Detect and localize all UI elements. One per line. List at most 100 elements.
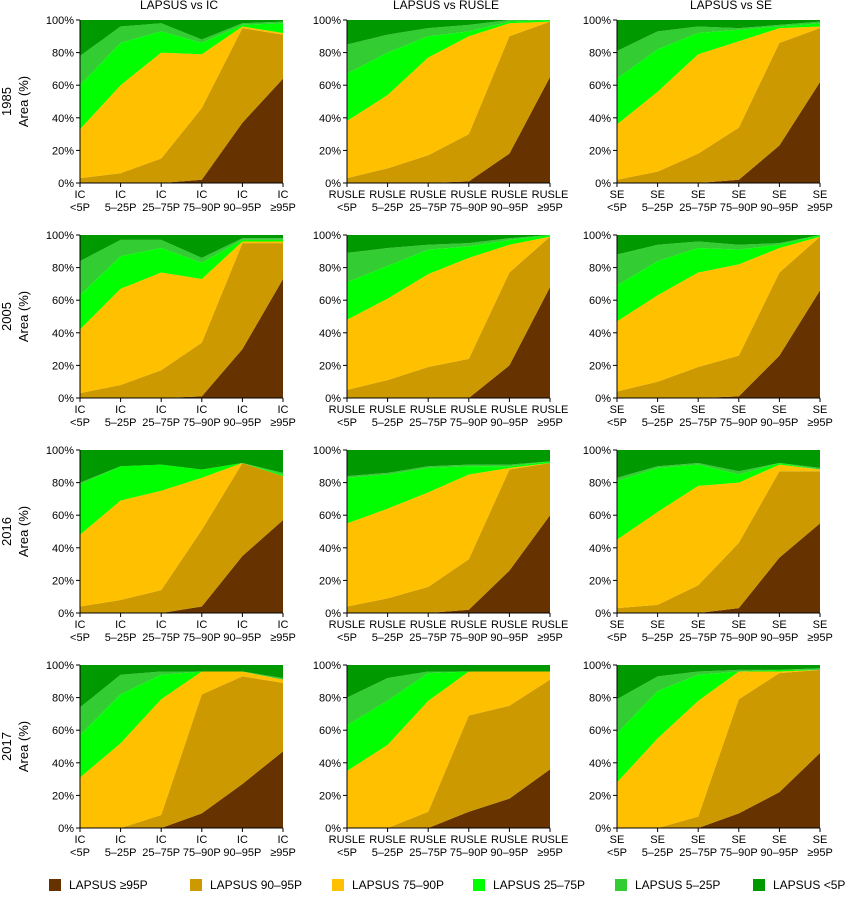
row-year-label: 2017 [0, 732, 14, 761]
x-tick-label-range: 5–25P [372, 847, 404, 859]
x-tick-label-prefix: SE [731, 189, 746, 201]
x-tick-label-prefix: IC [196, 834, 207, 846]
area-series-2 [347, 671, 550, 828]
x-tick-label-prefix: SE [610, 189, 625, 201]
x-tick-label-prefix: RUSLE [450, 619, 487, 631]
panel-2017-ic: 0%20%40%60%80%100%IC<5PIC5–25PIC25–75PIC… [0, 660, 296, 859]
legend-item-75-90: LAPSUS 75–90P [332, 876, 444, 894]
legend-swatch-lt5 [753, 879, 765, 891]
y-tick-label: 100% [46, 660, 74, 672]
legend-item-ge95: LAPSUS ≥95P [49, 876, 148, 894]
x-tick-label-range: 75–90P [450, 417, 488, 429]
area-series-5 [80, 665, 283, 708]
x-tick-label-range: 90–95P [760, 202, 798, 214]
y-tick-label: 100% [46, 445, 74, 457]
x-tick-label-range: 90–95P [490, 202, 528, 214]
area-series-4 [617, 21, 820, 79]
x-tick-label-range: 25–75P [142, 417, 180, 429]
panel-2005-se: 0%20%40%60%80%100%SE<5PSE5–25PSE25–75PSE… [583, 230, 833, 429]
x-tick-label-range: ≥95P [807, 417, 833, 429]
area-series-2 [617, 236, 820, 392]
y-tick-label: 20% [52, 790, 74, 802]
x-tick-label-prefix: SE [650, 404, 665, 416]
x-tick-label-range: 5–25P [642, 847, 674, 859]
x-tick-label-range: 25–75P [142, 632, 180, 644]
y-tick-label: 40% [589, 113, 611, 125]
y-tick-label: 100% [313, 230, 341, 242]
area-series-2 [347, 21, 550, 179]
area-series-2 [617, 26, 820, 180]
x-tick-label-prefix: SE [813, 404, 828, 416]
column-titles: LAPSUS vs IC LAPSUS vs RUSLE LAPSUS vs S… [140, 0, 772, 12]
x-tick-label-prefix: RUSLE [491, 834, 528, 846]
area-series-2 [80, 463, 283, 607]
x-tick-label-prefix: RUSLE [410, 404, 447, 416]
x-tick-label-prefix: RUSLE [369, 404, 406, 416]
y-tick-label: 0% [325, 393, 341, 405]
area-series-4 [347, 235, 550, 283]
x-tick-label-range: ≥95P [807, 847, 833, 859]
x-tick-label-range: 25–75P [679, 417, 717, 429]
x-tick-label-range: ≥95P [807, 202, 833, 214]
y-tick-label: 60% [319, 80, 341, 92]
x-tick-label-prefix: SE [691, 834, 706, 846]
column-title-rusle: LAPSUS vs RUSLE [393, 0, 499, 12]
y-tick-label: 20% [589, 145, 611, 157]
y-tick-label: 100% [313, 660, 341, 672]
x-tick-label-range: 90–95P [760, 417, 798, 429]
x-tick-label-range: 25–75P [409, 202, 447, 214]
x-tick-label-range: <5P [337, 847, 357, 859]
area-series-4 [617, 668, 820, 734]
x-tick-label-prefix: SE [731, 834, 746, 846]
area-series-0 [80, 78, 283, 183]
area-series-5 [80, 20, 283, 56]
row-year-label: 1985 [0, 87, 14, 116]
x-tick-label-prefix: RUSLE [369, 619, 406, 631]
y-tick-label: 40% [319, 328, 341, 340]
x-tick-label-range: 75–90P [183, 847, 221, 859]
area-series-1 [80, 28, 283, 184]
x-tick-label-range: ≥95P [807, 632, 833, 644]
legend-label-ge95: LAPSUS ≥95P [69, 878, 148, 892]
x-tick-label-prefix: IC [115, 404, 126, 416]
x-tick-label-prefix: IC [115, 619, 126, 631]
x-tick-label-range: 90–95P [490, 847, 528, 859]
y-tick-label: 40% [319, 113, 341, 125]
area-series-2 [617, 669, 820, 828]
area-series-0 [80, 520, 283, 613]
area-series-5 [617, 235, 820, 255]
y-tick-label: 0% [595, 178, 611, 190]
y-tick-label: 100% [583, 15, 611, 27]
y-tick-label: 20% [52, 145, 74, 157]
x-tick-label-prefix: RUSLE [410, 834, 447, 846]
area-series-4 [347, 671, 550, 726]
x-tick-label-prefix: RUSLE [410, 619, 447, 631]
y-tick-label: 100% [46, 230, 74, 242]
y-tick-label: 20% [319, 360, 341, 372]
legend-swatch-90-95 [190, 879, 202, 891]
legend-swatch-75-90 [332, 879, 344, 891]
area-series-1 [80, 463, 283, 613]
y-tick-label: 100% [583, 230, 611, 242]
y-tick-label: 100% [583, 445, 611, 457]
area-series-2 [347, 463, 550, 607]
area-series-1 [80, 676, 283, 828]
x-tick-label-range: <5P [337, 202, 357, 214]
x-tick-label-range: 5–25P [372, 417, 404, 429]
x-tick-label-prefix: RUSLE [491, 404, 528, 416]
area-series-3 [80, 23, 283, 130]
x-tick-label-range: 75–90P [450, 847, 488, 859]
x-tick-label-prefix: IC [75, 189, 86, 201]
x-tick-label-prefix: SE [813, 189, 828, 201]
y-tick-label: 20% [589, 790, 611, 802]
x-tick-label-prefix: IC [278, 619, 289, 631]
y-tick-label: 40% [52, 328, 74, 340]
x-tick-label-range: 25–75P [142, 847, 180, 859]
x-tick-label-prefix: RUSLE [450, 834, 487, 846]
y-tick-label: 80% [589, 478, 611, 490]
x-tick-label-range: <5P [337, 632, 357, 644]
x-tick-label-range: 75–90P [183, 632, 221, 644]
x-tick-label-range: 90–95P [223, 632, 261, 644]
y-tick-label: 40% [589, 758, 611, 770]
